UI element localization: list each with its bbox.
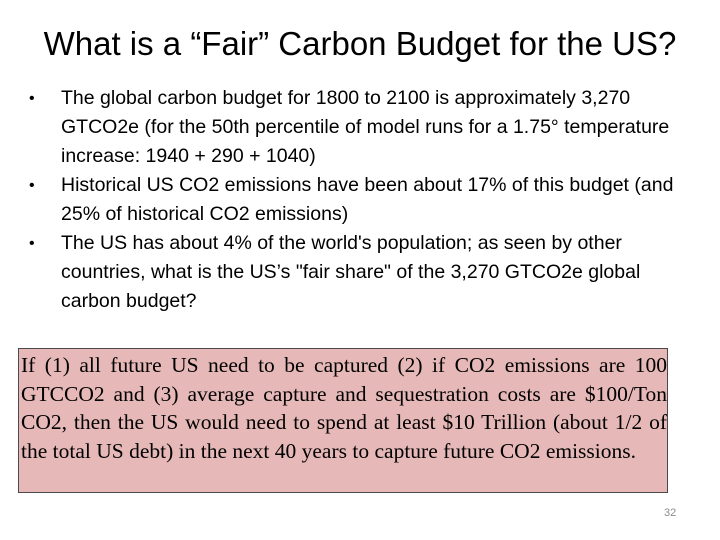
bullet-item: • The global carbon budget for 1800 to 2… [20, 84, 700, 171]
bullet-text: The US has about 4% of the world's popul… [61, 232, 641, 312]
bullet-text: Historical US CO2 emissions have been ab… [61, 174, 674, 225]
callout-box: If (1) all future US need to be captured… [18, 348, 668, 493]
bullet-dot-icon: • [29, 90, 35, 107]
bullet-item: • The US has about 4% of the world's pop… [20, 229, 700, 316]
bullet-dot-icon: • [29, 177, 35, 194]
bullet-text: The global carbon budget for 1800 to 210… [61, 87, 670, 167]
bullet-item: • Historical US CO2 emissions have been … [20, 171, 700, 229]
bullet-list: • The global carbon budget for 1800 to 2… [20, 84, 700, 316]
page-number: 32 [664, 507, 677, 519]
bullet-dot-icon: • [29, 235, 35, 252]
slide-title: What is a “Fair” Carbon Budget for the U… [43, 25, 677, 62]
